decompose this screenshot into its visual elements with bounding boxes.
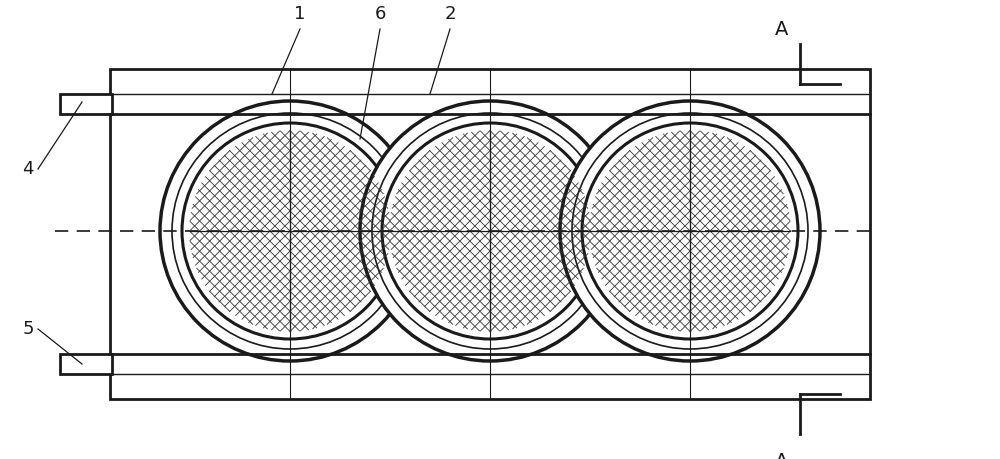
Text: 6: 6	[374, 5, 386, 23]
Text: 1: 1	[294, 5, 306, 23]
Text: A: A	[775, 20, 789, 39]
Circle shape	[160, 101, 420, 361]
Text: A: A	[775, 452, 789, 459]
Circle shape	[560, 101, 820, 361]
Text: 4: 4	[22, 160, 34, 178]
Bar	[110, 69, 870, 399]
Circle shape	[360, 101, 620, 361]
Text: 5: 5	[22, 320, 34, 338]
Text: 2: 2	[444, 5, 456, 23]
Bar	[60, 354, 112, 374]
Bar	[60, 94, 112, 114]
